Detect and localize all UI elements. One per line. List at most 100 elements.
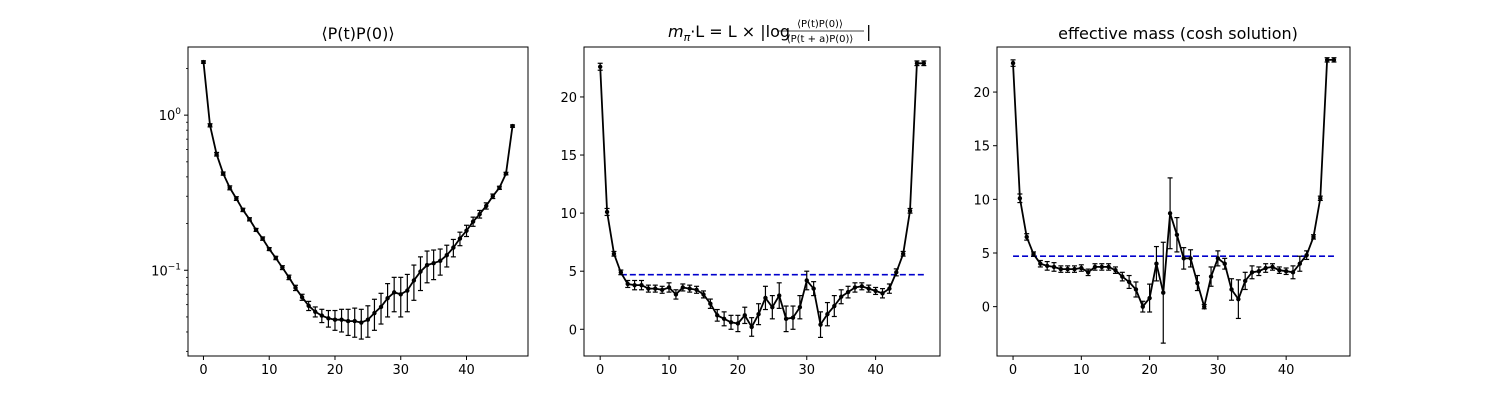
data-point	[1318, 196, 1323, 201]
data-point	[1236, 296, 1241, 302]
data-point	[286, 275, 292, 280]
data-point	[797, 305, 803, 310]
data-point	[352, 318, 357, 324]
data-point	[1010, 60, 1016, 66]
data-point	[852, 285, 858, 290]
panel-mass-ratio: mπ·L = L × |log ⟨P(t)P(0)⟩ ⟨P(t + a)P(0)…	[560, 19, 941, 378]
data-point	[247, 217, 252, 222]
title-mid: ·L = L × |log	[690, 22, 790, 41]
data-point	[1024, 234, 1029, 240]
data-point	[1290, 270, 1296, 275]
data-point	[708, 301, 713, 306]
data-point	[625, 281, 630, 287]
data-point	[280, 265, 285, 270]
x-tick-label: 40	[867, 363, 884, 378]
data-point	[783, 316, 789, 322]
data-point	[1058, 266, 1064, 272]
data-point	[411, 278, 417, 283]
title-correlator: ⟨P(t)P(0)⟩	[321, 24, 394, 43]
data-point	[332, 317, 338, 322]
data-point	[825, 311, 830, 317]
data-point	[418, 269, 423, 274]
data-point	[1256, 269, 1262, 274]
data-point	[659, 287, 665, 292]
data-point	[378, 304, 384, 310]
y-tick-label: 20	[973, 86, 990, 101]
data-point	[618, 270, 624, 275]
data-point	[339, 317, 344, 322]
data-point	[1113, 267, 1118, 273]
data-point	[1270, 264, 1275, 270]
data-point	[1092, 264, 1098, 270]
data-point	[763, 295, 768, 301]
data-point	[721, 316, 727, 322]
data-point	[207, 123, 213, 128]
data-point	[1120, 274, 1125, 279]
data-point	[838, 294, 844, 299]
x-tick-label: 20	[730, 363, 747, 378]
x-tick-label: 20	[327, 363, 344, 378]
data-point	[1311, 234, 1316, 240]
data-point	[1202, 304, 1207, 309]
data-point	[742, 313, 747, 318]
x-tick-label: 0	[596, 363, 604, 378]
data-point	[431, 261, 436, 266]
data-point	[900, 251, 906, 256]
data-point	[1283, 269, 1289, 274]
data-point	[326, 316, 331, 321]
title-end: |	[866, 22, 871, 41]
data-point	[1085, 270, 1091, 275]
title-effective-mass: effective mass (cosh solution)	[1058, 24, 1298, 43]
data-point	[1215, 256, 1221, 261]
title-lhs-sub: π	[684, 31, 691, 44]
y-tick-label: 100	[159, 107, 182, 124]
data-point	[715, 313, 720, 318]
data-point	[1126, 279, 1132, 285]
data-point	[260, 236, 265, 241]
data-point	[503, 171, 509, 176]
x-tick-label: 20	[1141, 363, 1158, 378]
data-point	[220, 171, 226, 176]
data-point	[1072, 266, 1077, 272]
data-point	[832, 303, 837, 309]
data-point	[444, 253, 449, 258]
data-point	[424, 262, 430, 268]
plot-frame	[187, 46, 529, 357]
y-tick-label: 0	[569, 323, 577, 338]
data-point	[611, 251, 617, 256]
data-point	[1277, 267, 1282, 273]
data-point	[673, 292, 679, 297]
data-point	[735, 321, 741, 326]
data-point	[680, 285, 686, 290]
title-mass-ratio: mπ·L = L × |log	[668, 22, 790, 44]
data-point	[1079, 265, 1084, 271]
data-point	[365, 317, 371, 322]
data-point	[1324, 57, 1330, 63]
data-point	[1242, 278, 1248, 284]
data-point	[1304, 252, 1309, 258]
data-point	[1208, 274, 1214, 279]
data-point	[811, 286, 816, 291]
y-tick-label: 5	[982, 247, 990, 262]
data-point	[1147, 295, 1152, 301]
title-numerator: ⟨P(t)P(0)⟩	[797, 19, 843, 30]
series-line	[202, 61, 514, 324]
data-point	[887, 286, 892, 291]
data-point	[240, 207, 246, 213]
data-point	[646, 286, 651, 291]
data-point	[770, 305, 775, 310]
panel-correlator: ⟨P(t)P(0)⟩ 0 10 20 30 40 100 10−1	[151, 24, 529, 378]
data-point	[510, 123, 515, 129]
data-point	[790, 315, 796, 320]
y-tick-label: 15	[973, 140, 990, 155]
data-point	[1195, 280, 1200, 286]
data-point	[1051, 264, 1057, 270]
data-point	[1099, 264, 1105, 270]
x-tick-label: 40	[458, 363, 475, 378]
data-point	[306, 303, 311, 308]
title-lhs: m	[668, 22, 684, 41]
data-point	[866, 286, 871, 291]
data-point	[1229, 287, 1234, 292]
data-point	[1297, 261, 1303, 266]
